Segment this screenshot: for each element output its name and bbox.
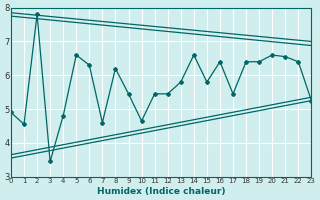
X-axis label: Humidex (Indice chaleur): Humidex (Indice chaleur) bbox=[97, 187, 225, 196]
